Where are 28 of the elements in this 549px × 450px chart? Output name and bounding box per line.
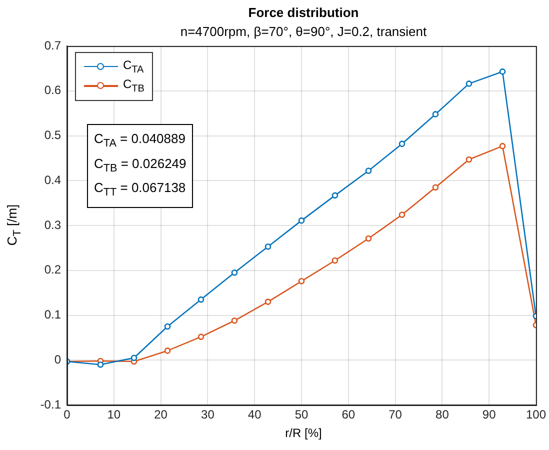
annotation: C$_{TA}$ = 0.040889 <box>94 130 186 152</box>
x-tick-label: 0 <box>64 408 71 422</box>
y-tick-label: 0.6 <box>44 83 62 98</box>
x-tick-label: 20 <box>154 408 168 422</box>
y-tick-label: 0.2 <box>44 262 62 277</box>
y-tick-label: 0.1 <box>44 308 62 322</box>
y-tick-label: 0.3 <box>44 218 62 232</box>
x-axis-title: r/R [%] <box>284 426 323 440</box>
legend-label: C$_{TA}$ <box>123 58 144 76</box>
chart-subtitle: n=4700rpm, β=70°, θ=90°, J=0.2, transient <box>179 24 428 39</box>
y-tick-label: 0 <box>54 352 62 366</box>
x-tick-label: 50 <box>294 408 308 422</box>
x-tick-label: 60 <box>342 408 356 422</box>
annotation: C$_{TB}$ = 0.026249 <box>94 154 186 176</box>
x-tick-label: 80 <box>436 408 450 422</box>
y-tick-label: 0.4 <box>44 172 62 187</box>
y-tick-label: 0.7 <box>44 38 62 52</box>
legend-label: C$_{TB}$ <box>123 77 144 95</box>
annotation: C$_{TT}$ = 0.067138 <box>94 179 186 201</box>
x-tick-label: 100 <box>526 408 546 422</box>
chart-title: Force distribution <box>247 5 360 20</box>
x-tick-label: 40 <box>248 408 262 422</box>
x-tick-label: 30 <box>201 408 215 422</box>
x-tick-label: 90 <box>482 408 496 422</box>
x-tick-label: 10 <box>107 408 121 422</box>
x-tick-label: 70 <box>388 408 402 422</box>
y-tick-label: 0.5 <box>44 128 62 142</box>
y-tick-label: -0.1 <box>40 397 62 412</box>
